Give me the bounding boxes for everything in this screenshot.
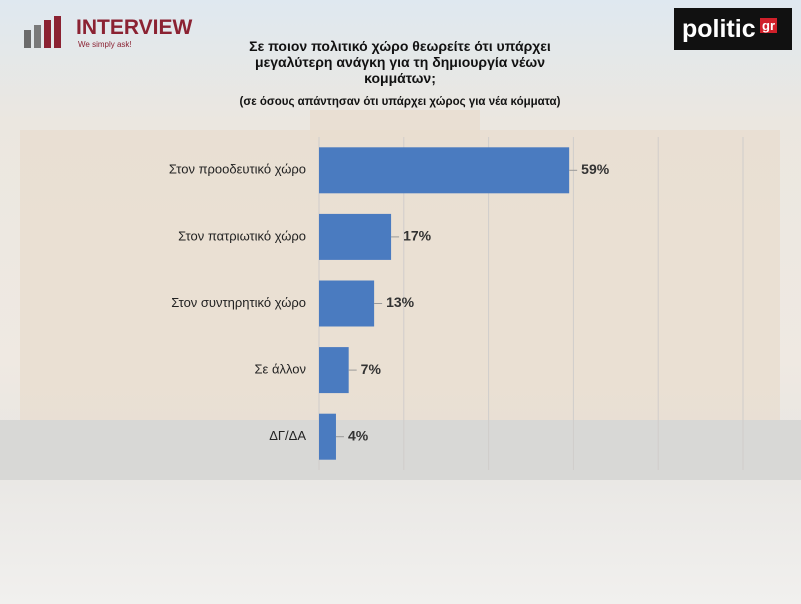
logo-name: INTERVIEW [76, 16, 193, 39]
bar [319, 147, 570, 194]
bar [319, 413, 336, 460]
category-label: ΔΓ/ΔΑ [269, 428, 306, 443]
value-label: 13% [386, 294, 415, 310]
value-label: 59% [581, 161, 610, 177]
value-label: 17% [403, 228, 432, 244]
bar [319, 213, 392, 260]
logo-politic: politic gr [674, 8, 792, 50]
background-trees [0, 420, 801, 480]
category-label: Στον συντηρητικό χώρο [171, 295, 306, 310]
value-label: 7% [361, 361, 382, 377]
bar [319, 280, 375, 327]
chart-subtitle: (σε όσους απάντησαν ότι υπάρχει χώρος γι… [239, 96, 561, 108]
bar [319, 347, 349, 394]
logo-suffix: gr [760, 18, 777, 33]
logo-name: politic [682, 15, 756, 43]
logo-icon [24, 16, 61, 48]
category-label: Στον πατριωτικό χώρο [178, 228, 306, 243]
background-building [310, 110, 480, 140]
chart-title: Σε ποιον πολιτικό χώρο θεωρείτε ότι υπάρ… [249, 38, 551, 86]
category-label: Στον προοδευτικό χώρο [169, 162, 306, 177]
value-label: 4% [348, 427, 369, 443]
logo-tagline: We simply ask! [78, 40, 132, 49]
category-label: Σε άλλον [255, 362, 307, 377]
